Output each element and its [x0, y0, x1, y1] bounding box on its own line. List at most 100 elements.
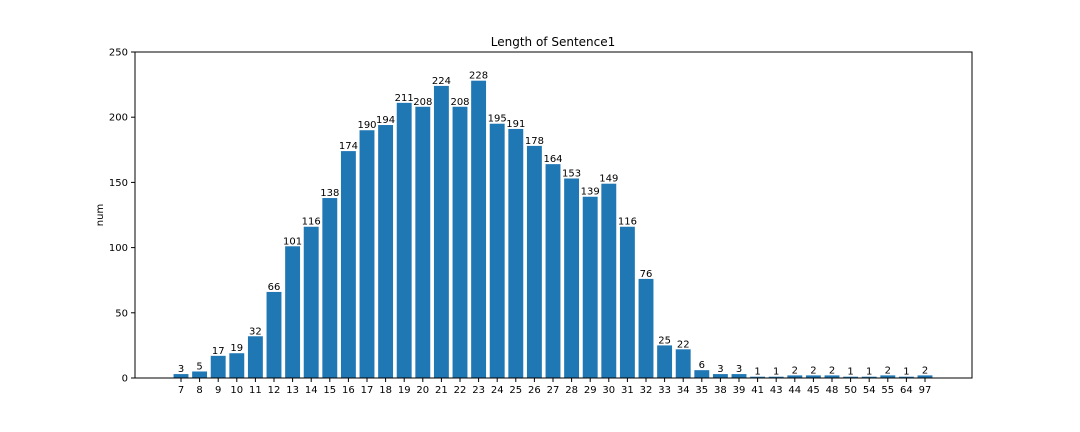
bar — [861, 376, 877, 378]
bar-value-label: 208 — [450, 97, 469, 108]
x-tick-label: 32 — [640, 385, 653, 396]
bar — [564, 178, 580, 378]
bar — [805, 375, 821, 378]
bar-value-label: 1 — [866, 367, 872, 378]
bar-value-label: 191 — [506, 119, 525, 130]
bar — [917, 375, 933, 378]
x-tick-label: 16 — [342, 385, 355, 396]
bar — [359, 130, 375, 378]
x-tick-label: 11 — [249, 385, 262, 396]
y-tick-label: 50 — [115, 308, 128, 319]
x-tick-label: 38 — [714, 385, 727, 396]
x-axis: 7 8 9 10 11 12 13 14 15 16 17 18 19 20 21 22 23 24 25 26 27 2… — [178, 378, 932, 396]
x-tick-label: 31 — [621, 385, 634, 396]
bar — [266, 291, 282, 378]
x-tick-label: 17 — [361, 385, 374, 396]
bar — [694, 370, 710, 378]
bar-value-label: 1 — [903, 367, 909, 378]
y-tick-label: 250 — [109, 48, 128, 59]
bar-value-label: 138 — [320, 188, 339, 199]
bar-value-label: 22 — [677, 339, 690, 350]
x-tick-label: 97 — [919, 385, 932, 396]
x-tick-label: 26 — [528, 385, 541, 396]
bar-value-label: 116 — [302, 217, 321, 228]
bar-value-label: 174 — [339, 141, 358, 152]
y-tick-label: 150 — [109, 178, 128, 189]
x-tick-label: 24 — [491, 385, 504, 396]
bar — [824, 375, 840, 378]
bar — [396, 102, 412, 378]
bar-value-label: 178 — [525, 136, 544, 147]
x-tick-label: 35 — [695, 385, 708, 396]
x-tick-label: 39 — [733, 385, 746, 396]
bar — [210, 355, 226, 378]
bar — [322, 198, 338, 378]
bar-value-label: 25 — [658, 335, 671, 346]
x-tick-label: 44 — [788, 385, 801, 396]
bar-value-label: 116 — [618, 217, 637, 228]
y-tick-label: 100 — [109, 243, 128, 254]
x-tick-label: 18 — [379, 385, 392, 396]
bar-value-label: 3 — [736, 364, 742, 375]
bar-value-label: 1 — [773, 367, 779, 378]
bar-value-label: 164 — [543, 154, 562, 165]
bar-value-label: 2 — [810, 365, 816, 376]
x-tick-label: 9 — [215, 385, 221, 396]
bar-value-label: 3 — [178, 364, 184, 375]
x-tick-label: 43 — [770, 385, 783, 396]
x-tick-label: 27 — [547, 385, 560, 396]
bar-value-label: 153 — [562, 168, 581, 179]
bar-value-label: 66 — [268, 282, 281, 293]
bar-value-label: 195 — [488, 114, 507, 125]
bar-value-label: 2 — [792, 365, 798, 376]
y-axis: 0 50 100 150 200 250 — [109, 48, 135, 385]
x-tick-label: 54 — [863, 385, 876, 396]
bar — [247, 336, 263, 378]
bar — [508, 128, 524, 378]
y-axis-label: num — [95, 204, 106, 226]
bar — [173, 374, 189, 378]
bar-value-label: 149 — [599, 174, 618, 185]
bar — [452, 106, 468, 378]
x-tick-label: 23 — [472, 385, 485, 396]
bar-value-label: 76 — [640, 269, 653, 280]
bar-value-label: 6 — [699, 360, 705, 371]
bar-value-label: 19 — [230, 343, 243, 354]
x-tick-label: 12 — [268, 385, 281, 396]
x-tick-label: 41 — [751, 385, 764, 396]
bar — [638, 278, 654, 378]
bar — [303, 226, 319, 378]
bar-value-label: 2 — [922, 365, 928, 376]
bar — [712, 374, 728, 378]
x-tick-label: 20 — [416, 385, 429, 396]
plot-area-frame — [134, 51, 973, 379]
bar-value-label: 5 — [196, 361, 202, 372]
y-tick-label: 0 — [122, 374, 128, 385]
bar — [471, 80, 487, 379]
bar-value-label: 194 — [376, 115, 395, 126]
x-tick-label: 25 — [509, 385, 522, 396]
bar — [880, 375, 896, 378]
x-tick-label: 13 — [286, 385, 299, 396]
bar — [601, 183, 617, 378]
bar-value-label: 224 — [432, 76, 451, 87]
bar — [433, 85, 449, 379]
bar — [378, 125, 394, 378]
x-tick-label: 14 — [305, 385, 318, 396]
bar-value-label: 2 — [885, 365, 891, 376]
x-tick-label: 50 — [844, 385, 857, 396]
x-tick-label: 48 — [826, 385, 839, 396]
bar-value-label: 1 — [847, 367, 853, 378]
x-tick-label: 22 — [454, 385, 467, 396]
bar-value-label: 139 — [581, 187, 600, 198]
bar — [285, 246, 301, 378]
bar — [415, 106, 431, 378]
bar-value-label: 211 — [395, 93, 414, 104]
bar — [675, 349, 691, 378]
x-tick-label: 19 — [398, 385, 411, 396]
bar-value-label: 208 — [413, 97, 432, 108]
x-tick-label: 28 — [565, 385, 578, 396]
bar-value-label: 101 — [283, 236, 302, 247]
